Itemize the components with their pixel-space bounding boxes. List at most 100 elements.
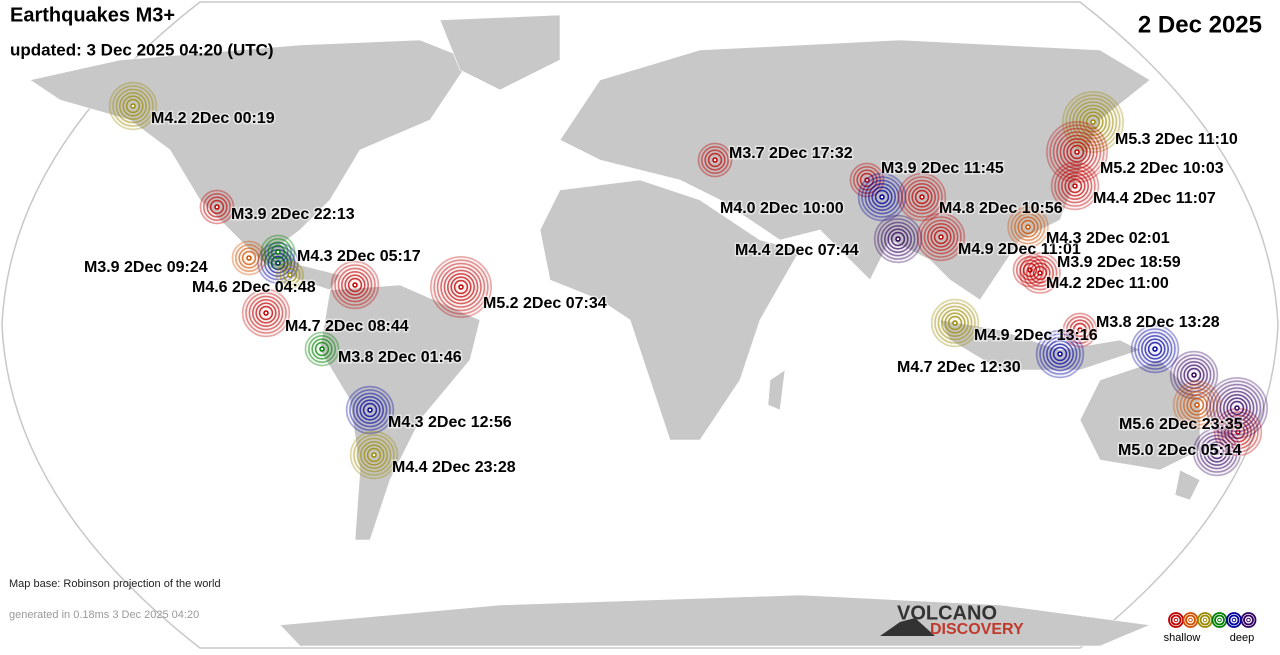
legend-ring [1228,614,1240,626]
quake-marker [108,81,158,131]
continents [29,14,1201,647]
ring [1069,144,1085,160]
legend-ring [1199,614,1211,626]
quake-label: M5.3 2Dec 11:10 [1115,131,1238,148]
center [938,234,944,240]
ring [355,395,384,424]
ring [446,272,475,301]
ring [347,277,363,293]
quake-marker [260,234,296,270]
ring [697,142,733,178]
quake-marker [916,212,966,262]
quake-label: M4.7 2Dec 08:44 [285,318,409,335]
quake-marker [1019,252,1061,294]
ring [311,338,333,360]
quake-marker [1046,121,1109,184]
quake-marker [1062,312,1098,348]
ring [1216,387,1258,429]
quake-label: M4.4 2Dec 11:07 [1093,190,1216,207]
ring [304,331,340,367]
center [1090,119,1096,125]
ring [1206,441,1228,463]
ring [1209,444,1225,460]
ring [877,218,919,260]
ring [1189,397,1205,413]
ring [707,152,723,168]
ring [901,176,943,218]
ring [241,250,257,266]
ring [1015,255,1044,284]
ring [1192,427,1242,477]
ring [359,440,388,469]
quake-marker [1206,376,1269,439]
ring [344,274,366,296]
center [1074,149,1080,155]
quake-marker [199,189,235,225]
ring [1066,141,1088,163]
ring [340,270,369,299]
ring [1056,131,1098,173]
ring [1049,343,1071,365]
ring [704,149,726,171]
ring [275,260,304,289]
center [246,255,252,261]
ring [1035,329,1085,379]
ring [1022,255,1058,291]
quake-label: M4.4 2Dec 23:28 [392,459,516,476]
legend-center [1173,617,1179,623]
ring [125,98,141,114]
center [319,346,325,352]
ring [267,241,289,263]
quake-marker [1007,206,1049,248]
center [263,310,269,316]
updated: updated: 3 Dec 2025 04:20 (UTC) [10,40,274,59]
legend-ring [1170,614,1182,626]
ring [112,85,154,127]
legend-ring [1240,612,1257,628]
ring [916,212,966,262]
quake-label: M3.8 2Dec 01:46 [338,349,462,366]
center [1025,224,1031,230]
ring [362,402,378,418]
ring [440,266,482,308]
ring [209,199,225,215]
ring [1046,339,1075,368]
logo-mountain [880,618,935,636]
ring [947,315,963,331]
ring [1012,252,1048,288]
ring [920,216,962,258]
logo-line1: VOLCANO [897,602,997,624]
quake-label: M4.6 2Dec 04:48 [192,279,316,296]
ring [231,240,267,276]
ring [1013,213,1042,242]
ring [238,247,260,269]
ring [1226,397,1248,419]
center [1037,270,1043,276]
ring [1010,209,1046,245]
ring [1085,114,1101,130]
ring [937,305,973,341]
quake-label: M4.0 2Dec 10:00 [720,200,844,217]
ring [1179,387,1215,423]
quake-label: M5.2 2Dec 07:34 [483,295,607,312]
ring [1147,341,1163,357]
center [371,452,377,458]
ring [897,172,947,222]
ring [429,255,492,318]
ring [1196,431,1238,473]
center [1214,449,1220,455]
quake-label: M4.9 2Dec 11:01 [958,241,1081,258]
ring [1042,336,1078,372]
ring [1061,172,1090,201]
center [367,407,373,413]
ring [1026,258,1055,287]
ring [352,392,388,428]
ring [203,193,232,222]
ring [1141,334,1170,363]
quake-marker [304,331,340,367]
center [287,272,293,278]
ring [940,308,969,337]
ring [930,298,980,348]
ring [349,430,399,480]
